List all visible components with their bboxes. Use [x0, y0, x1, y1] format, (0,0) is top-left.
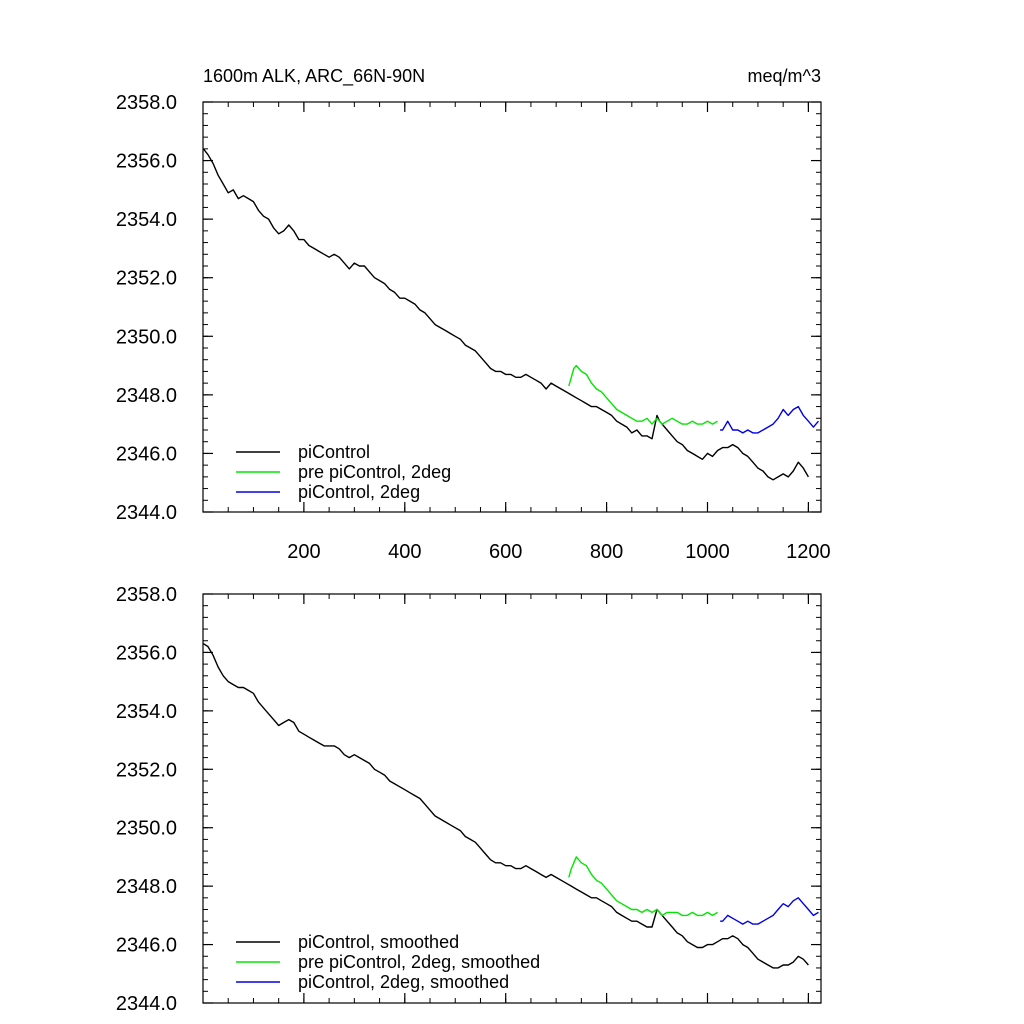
y-tick-label: 2344.0: [116, 502, 177, 524]
y-tick-label: 2356.0: [116, 642, 177, 664]
y-tick-label: 2352.0: [116, 268, 177, 290]
series-line-2: [568, 364, 718, 425]
series-line-3: [720, 405, 820, 434]
x-tick-label: 800: [590, 541, 623, 563]
y-tick-label: 2348.0: [116, 876, 177, 898]
y-tick-label: 2352.0: [116, 759, 177, 781]
x-tick-label: 400: [388, 541, 421, 563]
legend-label: piControl, 2deg, smoothed: [298, 972, 509, 992]
chart-title: 1600m ALK, ARC_66N-90N: [203, 66, 425, 87]
legend-label: piControl, 2deg: [298, 482, 420, 502]
x-tick-label: 200: [287, 541, 320, 563]
legend-label: piControl: [298, 442, 370, 462]
plot-frame: [202, 101, 822, 513]
x-tick-label: 1000: [685, 541, 730, 563]
legend-label: piControl, smoothed: [298, 932, 459, 952]
series-line-3: [720, 897, 819, 925]
y-tick-label: 2344.0: [116, 993, 177, 1015]
y-tick-label: 2350.0: [116, 818, 177, 840]
legend-label: pre piControl, 2deg: [298, 462, 451, 482]
series-line-1: [202, 148, 810, 481]
units-label: meq/m^3: [748, 66, 821, 86]
y-tick-label: 2346.0: [116, 443, 177, 465]
y-tick-label: 2348.0: [116, 385, 177, 407]
x-tick-label: 600: [489, 541, 522, 563]
y-tick-label: 2354.0: [116, 701, 177, 723]
plot-frame: [202, 593, 822, 1004]
y-tick-label: 2354.0: [116, 209, 177, 231]
y-tick-label: 2346.0: [116, 935, 177, 957]
y-tick-label: 2350.0: [116, 326, 177, 348]
legend-label: pre piControl, 2deg, smoothed: [298, 952, 540, 972]
y-tick-label: 2358.0: [116, 584, 177, 606]
bottom-panel: 2344.0 2346.0 2348.0 2350.0 2352.0 2354.0 2356…: [116, 584, 822, 1015]
top-panel: 1600m ALK, ARC_66N-90N meq/m^3 2344.0 234…: [116, 66, 831, 563]
series-line-2: [568, 856, 718, 917]
x-tick-label: 1200: [786, 541, 831, 563]
series-line-1: [203, 643, 809, 969]
y-tick-label: 2358.0: [116, 92, 177, 114]
y-tick-label: 2356.0: [116, 151, 177, 173]
